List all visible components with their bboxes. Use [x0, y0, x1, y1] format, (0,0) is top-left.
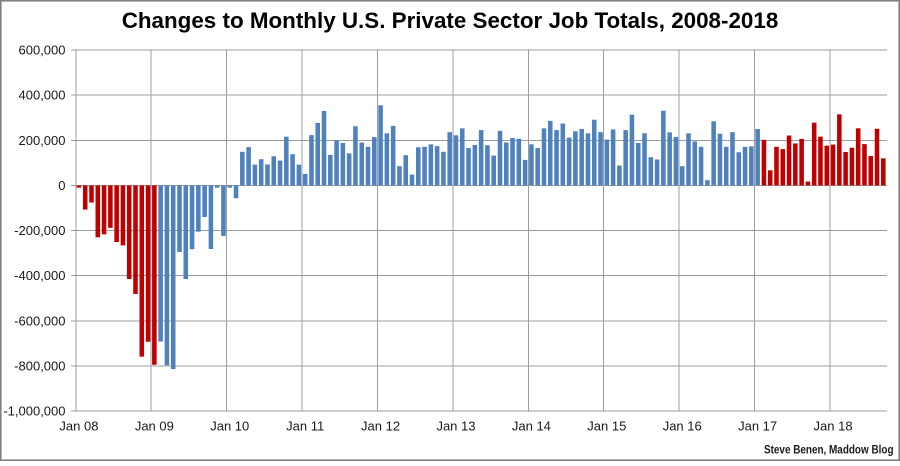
svg-text:0: 0 — [58, 178, 65, 193]
svg-text:200,000: 200,000 — [19, 133, 66, 148]
svg-text:Jan 12: Jan 12 — [361, 419, 400, 434]
svg-text:Jan 16: Jan 16 — [663, 419, 702, 434]
svg-text:Changes to Monthly U.S. Privat: Changes to Monthly U.S. Private Sector J… — [122, 8, 779, 33]
svg-text:Jan 10: Jan 10 — [210, 419, 249, 434]
svg-text:-800,000: -800,000 — [14, 358, 65, 373]
svg-text:-200,000: -200,000 — [14, 223, 65, 238]
svg-text:600,000: 600,000 — [19, 43, 66, 58]
svg-text:-400,000: -400,000 — [14, 268, 65, 283]
svg-text:400,000: 400,000 — [19, 88, 66, 103]
svg-text:-600,000: -600,000 — [14, 313, 65, 328]
svg-text:Steve Benen, Maddow Blog: Steve Benen, Maddow Blog — [764, 442, 894, 456]
svg-text:-1,000,000: -1,000,000 — [3, 404, 65, 419]
svg-text:Jan 14: Jan 14 — [512, 419, 551, 434]
svg-text:Jan 17: Jan 17 — [738, 419, 777, 434]
svg-text:Jan 08: Jan 08 — [59, 419, 98, 434]
svg-text:Jan 09: Jan 09 — [135, 419, 174, 434]
svg-text:Jan 11: Jan 11 — [286, 419, 324, 434]
svg-text:Jan 18: Jan 18 — [814, 419, 853, 434]
svg-text:Jan 13: Jan 13 — [436, 419, 475, 434]
svg-text:Jan 15: Jan 15 — [587, 419, 626, 434]
